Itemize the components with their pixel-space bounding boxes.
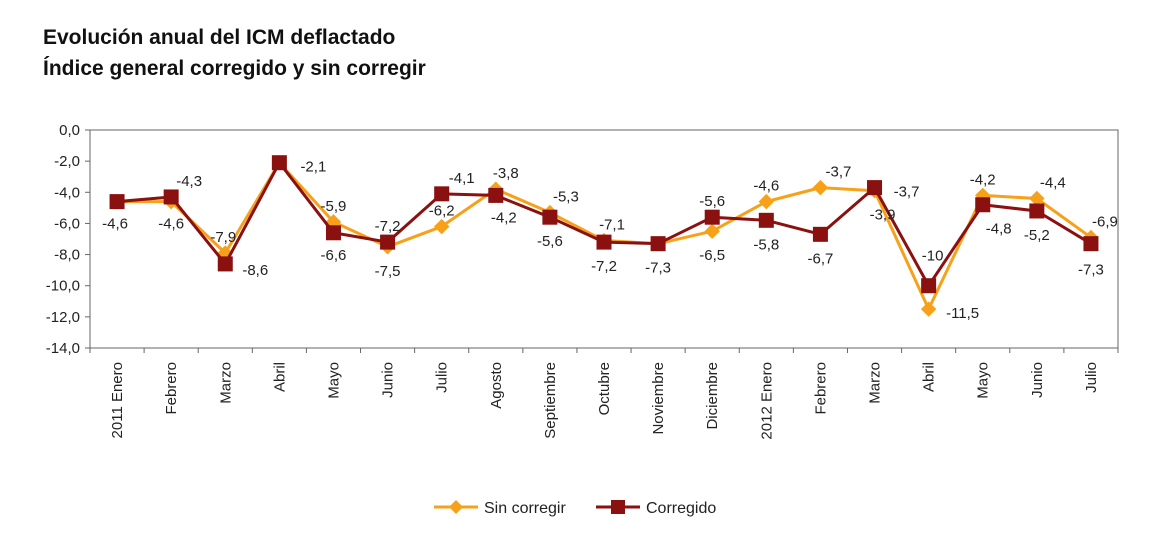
data-label: -3,7	[825, 164, 851, 181]
data-label: -6,5	[699, 247, 725, 264]
x-tick-label: Julio	[1083, 362, 1100, 393]
legend-label: Sin corregir	[484, 500, 566, 517]
x-tick-label: Febrero	[163, 362, 180, 415]
y-tick-label: -14,0	[46, 340, 80, 357]
data-point-sin-corregir	[812, 179, 829, 196]
data-label: -7,5	[375, 263, 401, 280]
data-label: -4,3	[176, 173, 202, 190]
data-point-corregido	[812, 226, 828, 242]
data-label: -4,1	[449, 170, 475, 187]
data-point-corregido	[867, 180, 883, 196]
data-label: -4,6	[753, 178, 779, 195]
data-label: -7,3	[1078, 262, 1104, 279]
data-point-sin-corregir	[758, 193, 775, 210]
data-point-corregido	[325, 225, 341, 241]
data-label: -6,2	[429, 203, 455, 220]
data-point-corregido	[217, 256, 233, 272]
x-tick-label: Noviembre	[650, 362, 667, 435]
x-tick-label: Diciembre	[704, 362, 721, 430]
x-tick-label: 2011 Enero	[109, 362, 126, 438]
data-label: -3,7	[894, 184, 920, 201]
data-label: -7,2	[591, 258, 617, 275]
data-point-corregido	[921, 278, 937, 294]
data-label: -5,6	[699, 193, 725, 210]
plot-area	[89, 129, 1119, 349]
data-label: -5,6	[537, 233, 563, 250]
data-label: -7,3	[645, 260, 671, 277]
x-tick-label: 2012 Enero	[758, 362, 775, 440]
data-point-corregido	[380, 234, 396, 250]
data-label: -5,2	[1024, 227, 1050, 244]
x-tick-label: Junio	[1029, 362, 1046, 398]
data-point-corregido	[975, 197, 991, 213]
data-point-corregido	[109, 194, 125, 210]
data-label: -5,8	[753, 236, 779, 253]
data-label: -4,6	[102, 216, 128, 233]
data-point-corregido	[488, 187, 504, 203]
data-label: -7,2	[375, 218, 401, 235]
data-point-corregido	[596, 234, 612, 250]
data-label: -10	[922, 248, 944, 265]
x-tick-label: Febrero	[812, 362, 829, 415]
data-point-corregido	[434, 186, 450, 202]
data-point-corregido	[1083, 236, 1099, 252]
data-label: -4,4	[1040, 175, 1066, 192]
y-tick-label: -8,0	[54, 247, 80, 264]
y-tick-label: 0,0	[59, 122, 80, 139]
y-tick-label: -6,0	[54, 215, 80, 232]
data-label: -11,5	[946, 305, 979, 322]
data-label: -4,2	[970, 171, 996, 188]
y-tick-label: -4,0	[54, 184, 80, 201]
data-label: -4,6	[158, 216, 184, 233]
data-label: -6,9	[1092, 213, 1118, 230]
data-point-sin-corregir	[920, 301, 937, 317]
x-tick-label: Marzo	[217, 362, 234, 404]
data-label: -3,9	[870, 207, 896, 224]
x-tick-label: Mayo	[325, 362, 342, 399]
data-point-corregido	[650, 236, 666, 252]
legend-label: Corregido	[646, 500, 716, 517]
x-tick-label: Abril	[921, 362, 938, 392]
legend-marker-square	[611, 500, 625, 514]
data-label: -2,1	[300, 159, 326, 176]
data-point-corregido	[758, 212, 774, 228]
data-label: -5,9	[321, 198, 347, 215]
data-label: -4,8	[986, 221, 1012, 238]
x-tick-label: Agosto	[488, 362, 505, 409]
data-point-corregido	[271, 155, 287, 171]
x-tick-label: Marzo	[867, 362, 884, 404]
x-tick-label: Julio	[434, 362, 451, 393]
data-point-corregido	[542, 209, 558, 225]
data-label: -6,7	[807, 250, 833, 267]
x-tick-label: Junio	[380, 362, 397, 398]
x-tick-label: Octubre	[596, 362, 613, 415]
chart-titles: Evolución anual del ICM deflactado Índic…	[43, 22, 426, 84]
data-label: -6,6	[321, 247, 347, 264]
x-tick-label: Mayo	[975, 362, 992, 399]
data-point-corregido	[163, 189, 179, 205]
data-point-corregido	[704, 209, 720, 225]
data-point-corregido	[1029, 203, 1045, 219]
x-tick-label: Abril	[271, 362, 288, 392]
data-point-sin-corregir	[704, 223, 720, 239]
data-point-sin-corregir	[433, 218, 450, 235]
data-label: -5,3	[553, 189, 579, 206]
data-label: -3,8	[493, 165, 519, 182]
chart-subtitle: Índice general corregido y sin corregir	[43, 57, 426, 80]
y-tick-label: -2,0	[54, 153, 80, 170]
data-label: -4,2	[491, 209, 517, 226]
x-tick-label: Septiembre	[542, 362, 559, 439]
y-tick-label: -10,0	[46, 278, 80, 295]
y-tick-label: -12,0	[46, 309, 80, 326]
data-label: -7,9	[210, 229, 236, 246]
data-label: -8,6	[242, 262, 268, 279]
legend-marker-diamond	[449, 500, 463, 514]
chart-title: Evolución anual del ICM deflactado	[43, 26, 396, 49]
data-label: -7,1	[599, 217, 625, 234]
